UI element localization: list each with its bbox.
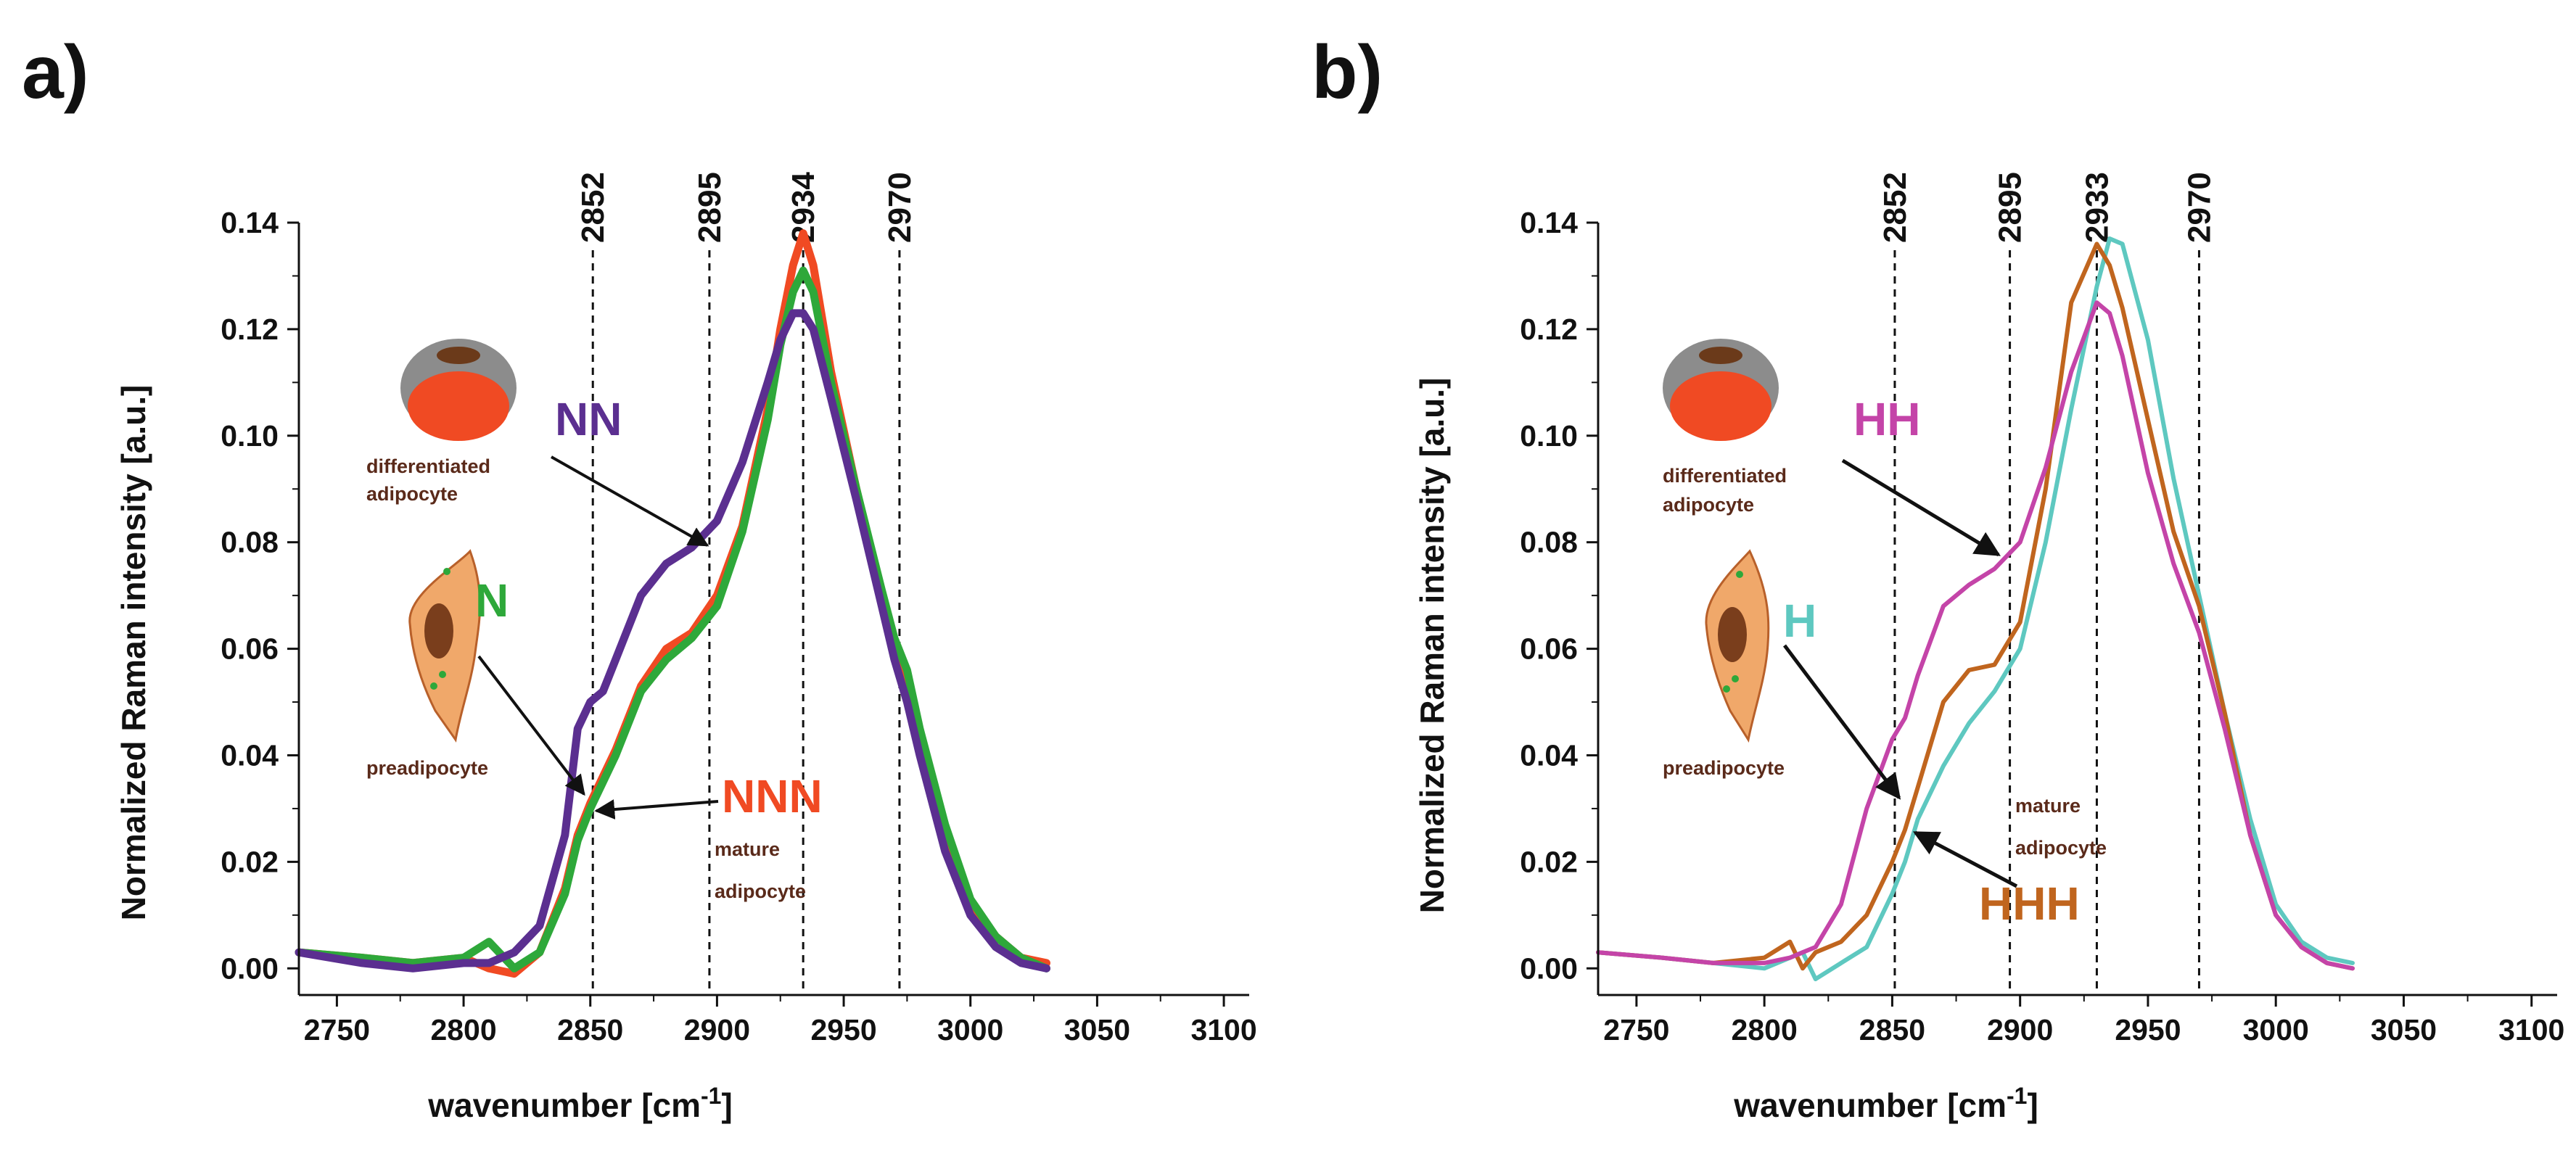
panel-a-differentiated-adipocyte-icon bbox=[400, 339, 517, 441]
panel-b-y-tick-label: 0.14 bbox=[1520, 206, 1578, 239]
panel-a-series-NN bbox=[295, 309, 1050, 973]
panel-a-y-tick-label: 0.08 bbox=[221, 526, 279, 559]
panel-b-diff-label-2: adipocyte bbox=[1663, 494, 1754, 516]
panel-b-peak-label: 2895 bbox=[1993, 172, 2028, 243]
panel-a-arrow-pre bbox=[477, 655, 585, 796]
panel-a-label-pre: N bbox=[475, 574, 509, 627]
panel-b-x-tick-label: 2900 bbox=[1987, 1013, 2053, 1046]
panel-b-pre-label: preadipocyte bbox=[1663, 757, 1785, 779]
panel-b: b) 2852 2895 2933 2970 0.00 0.02 0.04 0.06 0.08… bbox=[1312, 30, 2564, 1124]
panel-b-y-tick-label: 0.06 bbox=[1520, 632, 1578, 666]
panel-a-diff-label-2: adipocyte bbox=[366, 483, 458, 505]
panel-a: a) 2852 2895 2934 2970 0.000.020.040.060.08… bbox=[22, 30, 1257, 1124]
panel-b-x-tick-label: 2750 bbox=[1603, 1013, 1669, 1046]
panel-a-diff-label-1: differentiated bbox=[366, 455, 490, 477]
panel-b-letter: b) bbox=[1312, 30, 1383, 115]
panel-a-y-tick-label: 0.14 bbox=[221, 206, 279, 239]
panel-a-x-tick-label: 2950 bbox=[810, 1013, 876, 1046]
panel-b-label-pre: H bbox=[1783, 595, 1816, 647]
panel-b-label-mature: HHH bbox=[1979, 878, 2080, 930]
panel-b-y-axis-title: Normalized Raman intensity [a.u.] bbox=[1413, 378, 1451, 914]
panel-b-series bbox=[1596, 236, 2355, 981]
panel-b-arrow-mature bbox=[1912, 830, 2018, 888]
panel-b-preadipocyte-icon bbox=[1705, 549, 1770, 743]
panel-b-y-tick-label: 0.08 bbox=[1520, 526, 1578, 559]
panel-b-arrow-diff bbox=[1841, 458, 2001, 557]
panel-a-arrow-mature bbox=[594, 799, 719, 820]
panel-a-peak-label: 2852 bbox=[575, 172, 611, 243]
panel-a-x-axis-title: wavenumber [cm-1] bbox=[427, 1083, 733, 1124]
panel-b-series-HH bbox=[1596, 300, 2355, 971]
panel-a-axes: 0.00 0.02 0.04 0.06 0.08 0.10 0.12 0.14 2750 2800… bbox=[221, 206, 1256, 1046]
panel-a-x-tick-label: 2850 bbox=[557, 1013, 623, 1046]
panel-a-x-tick-label: 3050 bbox=[1064, 1013, 1130, 1046]
panel-b-series-HHH bbox=[1596, 241, 2355, 971]
panel-a-label-mature: NNN bbox=[722, 770, 823, 822]
panel-b-peak-lines: 2852 2895 2933 2970 bbox=[1877, 172, 2217, 995]
panel-a-y-tick-label: 0.12 bbox=[221, 313, 279, 346]
panel-b-peak-label: 2970 bbox=[2181, 172, 2217, 243]
panel-b-label-diff: HH bbox=[1853, 393, 1920, 445]
panel-a-x-tick-label: 2800 bbox=[430, 1013, 496, 1046]
panel-b-y-tick-label: 0.12 bbox=[1520, 313, 1578, 346]
panel-a-y-tick-label: 0.10 bbox=[221, 419, 279, 453]
panel-a-y-tick-label: 0.06 bbox=[221, 632, 279, 666]
panel-b-mature-label-1: mature bbox=[2015, 795, 2081, 817]
panel-b-axes: 0.00 0.02 0.04 0.06 0.08 0.10 0.12 0.14 2750 2800… bbox=[1520, 206, 2564, 1046]
panel-b-x-tick-label: 2850 bbox=[1859, 1013, 1925, 1046]
panel-a-mature-label-2: adipocyte bbox=[715, 880, 806, 902]
panel-a-series-NNN bbox=[295, 229, 1050, 978]
panel-b-x-tick-label: 2950 bbox=[2115, 1013, 2181, 1046]
panel-a-x-tick-label: 3000 bbox=[937, 1013, 1003, 1046]
panel-b-mature-label-2: adipocyte bbox=[2015, 837, 2107, 859]
panel-b-x-tick-label: 3100 bbox=[2498, 1013, 2564, 1046]
panel-b-x-tick-label: 3000 bbox=[2243, 1013, 2309, 1046]
panel-a-x-tick-label: 2900 bbox=[684, 1013, 750, 1046]
panel-b-x-tick-label: 2800 bbox=[1732, 1013, 1798, 1046]
panel-a-pre-label: preadipocyte bbox=[366, 757, 488, 779]
panel-a-letter: a) bbox=[22, 30, 89, 115]
panel-b-y-tick-label: 0.10 bbox=[1520, 419, 1578, 453]
panel-a-peak-label: 2895 bbox=[692, 172, 728, 243]
panel-a-y-tick-label: 0.04 bbox=[221, 738, 279, 772]
panel-a-preadipocyte-icon bbox=[408, 549, 482, 743]
panel-a-peak-label: 2970 bbox=[882, 172, 918, 243]
panel-a-y-tick-label: 0.02 bbox=[221, 845, 279, 878]
panel-a-arrow-diff bbox=[551, 455, 709, 547]
panel-b-differentiated-adipocyte-icon bbox=[1663, 339, 1779, 441]
panel-a-label-diff: NN bbox=[555, 393, 622, 445]
panel-b-y-tick-label: 0.04 bbox=[1520, 738, 1578, 772]
panel-a-series-N bbox=[295, 266, 1050, 973]
panel-b-x-tick-label: 3050 bbox=[2371, 1013, 2437, 1046]
panel-a-series bbox=[295, 229, 1050, 978]
panel-b-peak-label: 2852 bbox=[1877, 172, 1913, 243]
panel-b-y-tick-label: 0.00 bbox=[1520, 951, 1578, 985]
panel-a-peak-lines: 2852 2895 2934 2970 bbox=[575, 172, 918, 995]
panel-a-x-tick-label: 3100 bbox=[1190, 1013, 1256, 1046]
panel-b-x-axis-title: wavenumber [cm-1] bbox=[1733, 1083, 2038, 1124]
panel-a-x-tick-label: 2750 bbox=[304, 1013, 370, 1046]
panel-b-peak-label: 2933 bbox=[2079, 172, 2115, 243]
panel-a-y-tick-label: 0.00 bbox=[221, 951, 279, 985]
panel-a-mature-label-1: mature bbox=[715, 838, 780, 860]
panel-b-diff-label-1: differentiated bbox=[1663, 465, 1787, 487]
panel-b-arrow-pre bbox=[1783, 644, 1901, 800]
panel-b-y-tick-label: 0.02 bbox=[1520, 845, 1578, 878]
panel-a-y-axis-title: Normalized Raman intensity [a.u.] bbox=[115, 385, 152, 921]
